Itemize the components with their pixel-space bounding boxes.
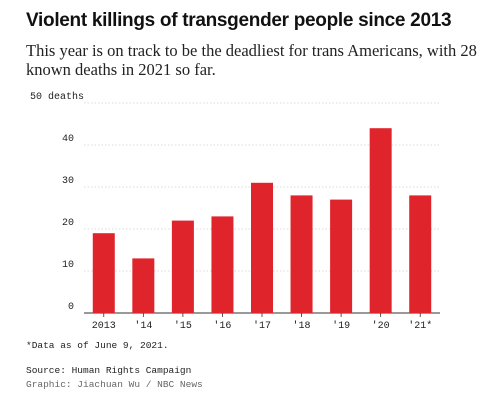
x-tick-label: '21* <box>408 320 432 332</box>
x-tick-label: 2013 <box>92 321 116 332</box>
bar <box>211 216 234 313</box>
footnote: *Data as of June 9, 2021. <box>26 340 169 351</box>
bar <box>251 182 273 313</box>
y-tick-label: 10 <box>62 260 74 271</box>
y-tick-label: 0 <box>68 302 74 313</box>
x-tick-label: '14 <box>134 320 152 332</box>
bar <box>171 220 194 313</box>
graphic-credit: Graphic: Jiachuan Wu / NBC News <box>26 379 203 390</box>
bar <box>132 258 155 313</box>
y-tick-label: 50 deaths <box>30 91 84 103</box>
y-tick-label: 30 <box>62 176 74 187</box>
x-tick-label: '17 <box>253 320 271 332</box>
bar <box>409 195 432 313</box>
y-axis-ticks: 0 10 20 30 40 50 deaths <box>30 91 84 313</box>
x-tick-label: '18 <box>293 320 311 332</box>
bar <box>330 199 353 313</box>
y-tick-label: 20 <box>62 218 74 229</box>
bar <box>369 128 392 313</box>
source-line: Source: Human Rights Campaign <box>26 365 192 376</box>
bars <box>92 128 432 313</box>
x-tick-label: '16 <box>213 320 231 332</box>
bar-chart: 0 10 20 30 40 50 deaths 2013 '14 '15 '16 '17 '18 '1… <box>30 91 440 332</box>
x-tick-label: '20 <box>372 320 390 332</box>
y-tick-label: 40 <box>62 134 74 145</box>
bar <box>290 195 313 313</box>
x-axis-ticks: 2013 '14 '15 '16 '17 '18 '19 '20 '21* <box>92 313 432 332</box>
x-tick-label: '19 <box>332 320 350 332</box>
bar <box>92 233 115 313</box>
chart-subtitle: This year is on track to be the deadlies… <box>26 41 477 79</box>
chart-title: Violent killings of transgender people s… <box>26 10 452 31</box>
x-tick-label: '15 <box>174 320 192 332</box>
